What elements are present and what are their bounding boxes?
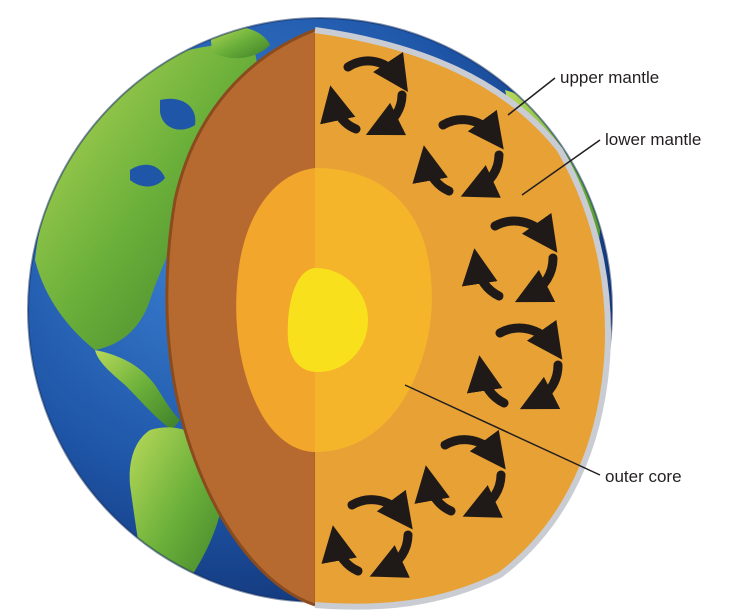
outer-core	[315, 168, 432, 452]
hudson-bay	[160, 98, 196, 130]
outer-core-label: outer core	[605, 467, 682, 486]
outer-core-leader	[404, 384, 601, 476]
inner-core	[287, 268, 368, 372]
upper-mantle-label: upper mantle	[560, 68, 659, 87]
convection-cell	[466, 319, 563, 410]
convection-cell	[321, 489, 413, 578]
lake	[130, 164, 165, 187]
convection-cell	[320, 52, 408, 136]
leader-lines	[404, 77, 601, 476]
convection-arrows	[320, 52, 563, 578]
convection-cell	[412, 109, 504, 198]
upper-mantle-rim	[314, 27, 611, 610]
outer-core-left	[236, 168, 315, 452]
lower-mantle-label: lower mantle	[605, 130, 701, 149]
central-america	[95, 350, 180, 430]
convection-cell	[461, 212, 558, 303]
convection-cell	[414, 429, 506, 518]
mantle-face	[315, 30, 608, 607]
crust-edge	[165, 28, 316, 607]
lower-mantle-leader	[521, 139, 601, 196]
upper-mantle-leader	[507, 77, 556, 116]
